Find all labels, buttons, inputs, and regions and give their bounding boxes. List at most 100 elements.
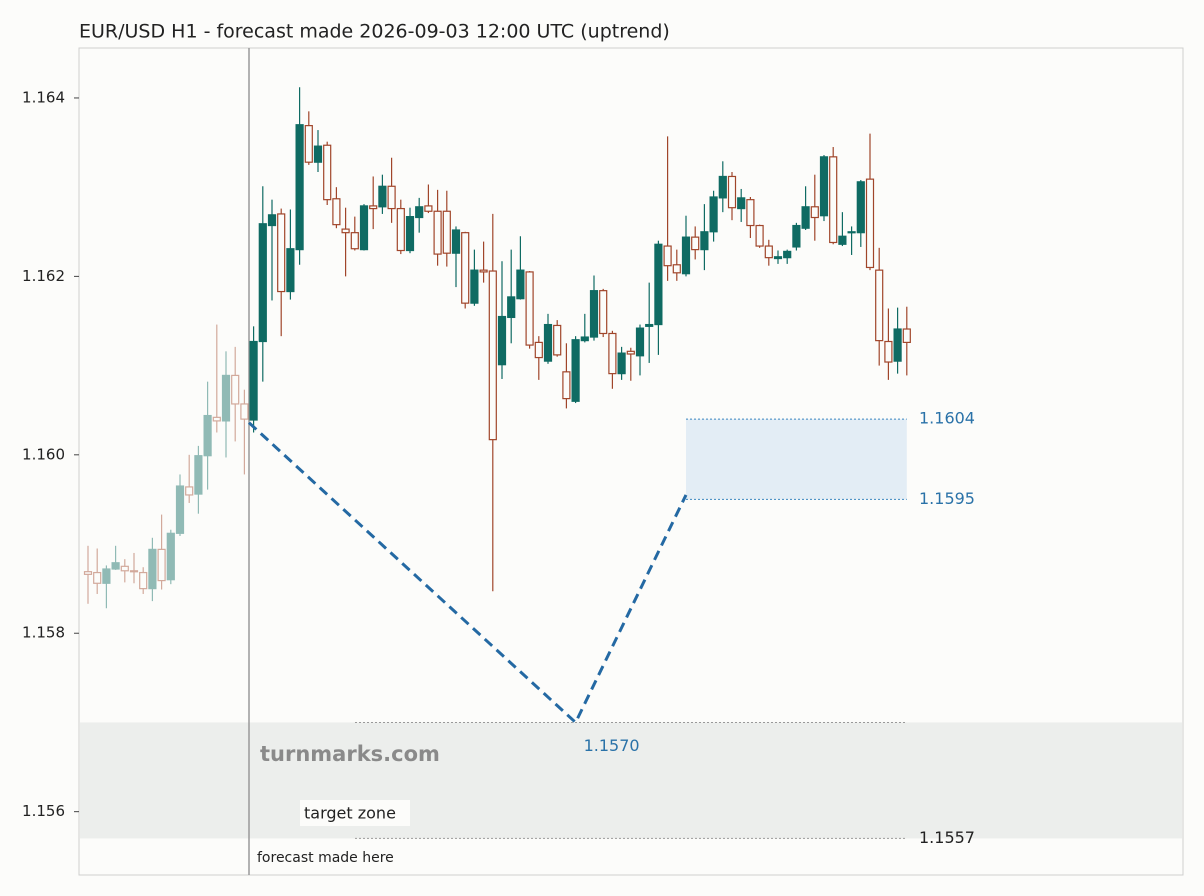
candle-body xyxy=(424,205,433,212)
candle-body xyxy=(120,565,129,572)
candle-body xyxy=(856,181,865,234)
target-low-label: 1.1557 xyxy=(919,828,975,847)
y-tick-label: 1.158 xyxy=(22,624,65,642)
candle-body xyxy=(608,332,617,375)
candle-body xyxy=(847,231,856,234)
candle-body xyxy=(571,339,580,402)
candle-body xyxy=(829,156,838,244)
candle-body xyxy=(718,175,727,199)
candle-body xyxy=(433,210,442,255)
candle-body xyxy=(387,185,396,210)
candle-body xyxy=(534,341,543,359)
candle-body xyxy=(341,228,350,234)
candle-body xyxy=(194,455,203,495)
candle-body xyxy=(479,269,488,273)
candle-body xyxy=(700,231,709,251)
candle-body xyxy=(313,145,323,163)
candle-body xyxy=(277,213,286,293)
target-zone xyxy=(80,722,1182,839)
expected-zone xyxy=(686,419,907,500)
candle-body xyxy=(773,256,783,260)
candle-body xyxy=(442,210,451,254)
candle-body xyxy=(396,207,405,252)
y-tick-label: 1.162 xyxy=(22,267,65,285)
forecast-annotation: forecast made here xyxy=(257,850,394,866)
candle-body xyxy=(304,125,313,163)
label-bg xyxy=(300,800,410,826)
candle-body xyxy=(884,340,893,363)
candle-body xyxy=(102,568,111,584)
expected-label: 1.1595 xyxy=(919,489,975,508)
candle-body xyxy=(626,350,635,355)
candle-body xyxy=(746,199,755,227)
candle-body xyxy=(755,224,764,247)
candle-body xyxy=(267,214,277,227)
candle-body xyxy=(369,205,378,210)
candle-body xyxy=(681,236,691,275)
candle-body xyxy=(221,374,231,422)
candle-body xyxy=(359,205,369,251)
candle-body xyxy=(451,229,461,254)
candle-body xyxy=(249,340,258,421)
candle-body xyxy=(801,206,810,229)
candle-body xyxy=(635,327,645,357)
target-label: target zone xyxy=(304,804,396,823)
history-candles xyxy=(83,324,249,609)
candle-body xyxy=(589,290,599,338)
candle-body xyxy=(129,570,139,573)
candle-body xyxy=(488,270,497,441)
candle-body xyxy=(93,571,102,584)
candle-body xyxy=(203,414,212,457)
candle-body xyxy=(323,144,332,201)
candle-body xyxy=(792,224,801,248)
candle-body xyxy=(185,486,194,496)
candle-body xyxy=(240,403,249,420)
candle-body xyxy=(865,178,875,269)
candle-body xyxy=(562,371,571,400)
candle-body xyxy=(617,352,626,375)
forecast-label: 1.1570 xyxy=(584,736,640,755)
candle-body xyxy=(893,328,902,362)
candle-body xyxy=(332,198,341,226)
candle-body xyxy=(553,324,562,356)
y-tick-label: 1.156 xyxy=(22,802,65,820)
candle-body xyxy=(599,290,608,335)
candle-body xyxy=(507,296,516,319)
candle-body xyxy=(516,269,525,300)
candle-body xyxy=(461,232,470,304)
candle-body xyxy=(415,206,424,219)
candles xyxy=(249,87,911,592)
candle-body xyxy=(672,264,681,274)
candle-body xyxy=(258,223,267,343)
candle-body xyxy=(819,156,829,217)
candle-body xyxy=(543,323,553,362)
candle-body xyxy=(838,235,847,245)
candle-body xyxy=(148,548,157,590)
candle-body xyxy=(175,485,185,534)
candle-body xyxy=(350,232,359,250)
candle-body xyxy=(902,328,911,344)
candle-body xyxy=(691,236,700,251)
candle-body xyxy=(727,175,737,209)
candle-body xyxy=(166,532,175,581)
candle-body xyxy=(645,323,654,327)
candle-body xyxy=(737,197,746,210)
candle-body xyxy=(783,250,792,259)
candle-body xyxy=(378,185,387,208)
candle-body xyxy=(764,245,773,259)
candle-body xyxy=(470,269,479,304)
candle-body xyxy=(111,562,120,570)
forecast-path xyxy=(247,421,688,725)
y-tick-label: 1.160 xyxy=(22,445,65,463)
candle-body xyxy=(497,315,507,366)
candle-body xyxy=(405,216,415,252)
candle-body xyxy=(139,571,148,590)
candle-body xyxy=(157,548,166,582)
candle-body xyxy=(663,245,672,267)
candle-body xyxy=(83,571,93,575)
candle-body xyxy=(580,336,589,342)
expected-label: 1.1604 xyxy=(919,409,975,428)
candle-body xyxy=(875,269,884,342)
candle-body xyxy=(525,271,534,346)
